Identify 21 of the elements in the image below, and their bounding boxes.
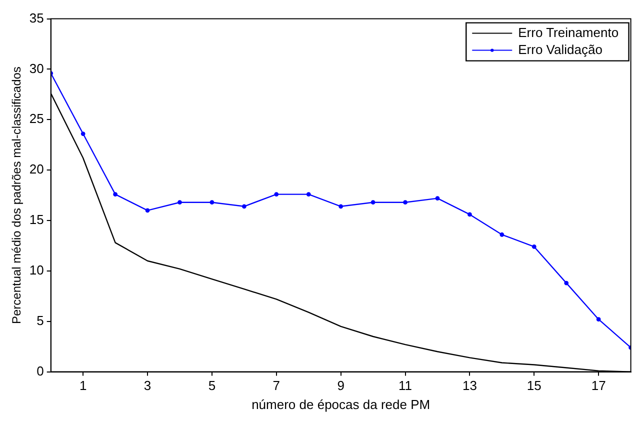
x-tick-label: 3: [144, 378, 152, 394]
x-tick-label: 11: [398, 378, 412, 394]
x-tick-label: 5: [208, 378, 216, 394]
legend-label: Erro Validação: [518, 42, 602, 57]
y-tick-label: 20: [29, 162, 44, 177]
legend-label: Erro Treinamento: [518, 24, 619, 40]
y-axis-title: Percentual médio dos padrões mal-classificados: [10, 66, 24, 324]
x-tick-label: 15: [526, 378, 542, 394]
x-tick-label: 17: [591, 378, 606, 394]
y-tick-label: 10: [29, 262, 44, 278]
y-tick-label: 25: [29, 111, 44, 126]
y-tick-label: 15: [29, 212, 44, 228]
y-tick-label: 30: [29, 60, 44, 76]
x-axis-title: número de épocas da rede PM: [252, 396, 430, 412]
y-tick-label: 0: [36, 363, 44, 378]
x-tick-label: 1: [79, 378, 87, 394]
x-tick-label: 9: [337, 378, 344, 394]
y-tick-label: 35: [29, 10, 44, 26]
y-tick-label: 5: [36, 312, 44, 328]
x-tick-label: 13: [462, 378, 477, 394]
x-tick-label: 7: [272, 378, 280, 394]
